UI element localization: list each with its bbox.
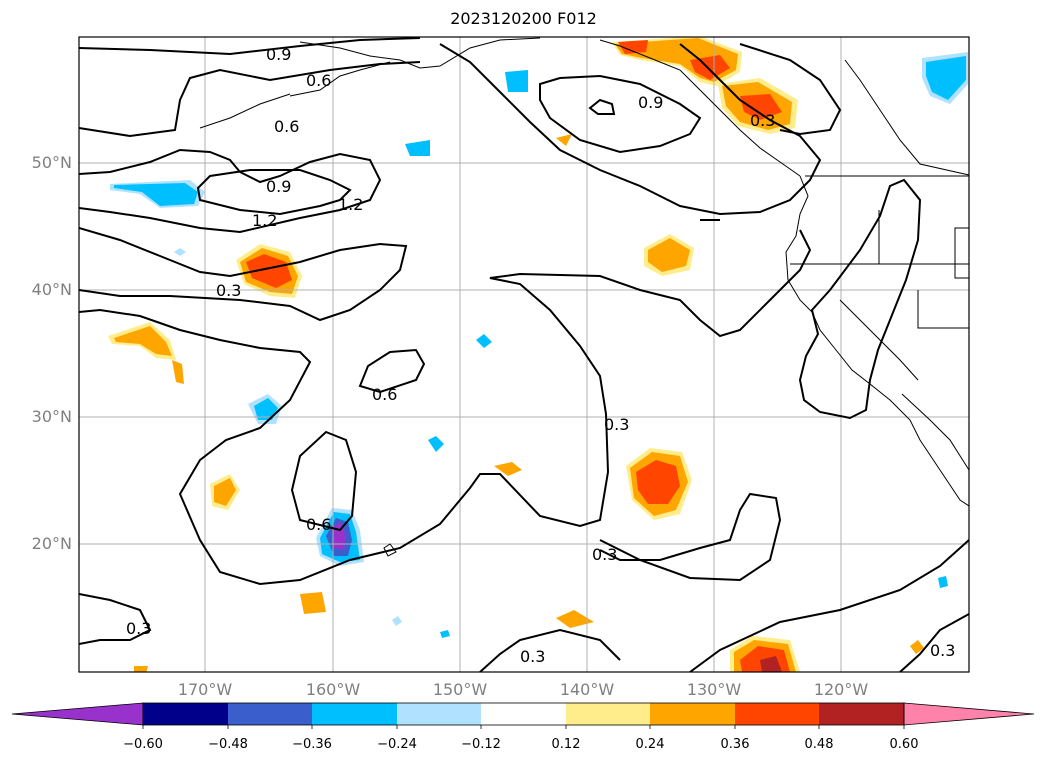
contour-label: 0.6 [372,385,397,404]
anomaly-fills [108,37,968,672]
fill-orange-small-2 [494,462,522,476]
colorbar-tick-label: −0.36 [292,737,332,752]
contour-label: 0.3 [126,619,151,638]
contour-label: 0.9 [266,45,291,64]
colorbar-swatch [566,703,650,725]
contour-label: 0.9 [638,93,663,112]
contour-label: 0.6 [306,515,331,534]
fill-40n-positive [236,244,302,298]
contour-label: 0.3 [604,415,629,434]
coastlines [199,37,969,557]
contour-label: 0.6 [274,117,299,136]
colorbar-swatch [735,703,819,725]
map-title: 2023120200 F012 [450,9,597,28]
contour-label: 0.3 [216,281,241,300]
fill-blue-small-8 [938,576,948,588]
lon-label-120w: 120°W [813,680,869,699]
lon-label-140w: 140°W [559,680,615,699]
lat-label-30n: 30°N [31,407,72,426]
colorbar-tick-label: 0.12 [551,737,581,752]
colorbar-swatch [228,703,312,725]
contours [79,37,969,672]
fill-blue-small-4 [476,334,492,348]
contour-label: 0.3 [930,641,955,660]
contour-label: 0.6 [306,71,331,90]
map-frame [78,36,970,673]
gridlines [79,37,969,672]
colorbar-tick-label: −0.24 [377,737,417,752]
fill-mid-positive [644,234,694,276]
colorbar-swatch [650,703,735,725]
fill-orange-small-5 [910,640,924,654]
lon-label-160w: 160°W [305,680,361,699]
lon-label-170w: 170°W [177,680,233,699]
fill-blue-small-1 [505,70,528,92]
fill-alaska-positive [612,37,798,134]
fill-blue-small-5 [174,248,186,256]
fill-blue-small-3 [428,436,444,452]
fill-south-positive [730,636,800,672]
fill-bc-negative [922,52,968,104]
colorbar-tick-label: 0.36 [720,737,750,752]
contour-label: 0.9 [266,177,291,196]
colorbar-swatch [481,703,566,725]
lon-label-150w: 150°W [432,680,488,699]
fill-23n-positive-inner [214,478,236,506]
fill-blue-small-6 [392,616,402,626]
fill-36n-positive [108,322,184,384]
colorbar-swatch [312,703,397,725]
colorbar-swatch [397,703,481,725]
lat-label-20n: 20°N [31,534,72,553]
colorbar-tick-label: −0.48 [208,737,248,752]
colorbar-tick-label: −0.60 [123,737,163,752]
contour-label: 0.3 [750,111,775,130]
colorbar-tick-label: −0.12 [461,737,501,752]
fill-orange-small-3 [300,592,326,614]
lat-label-50n: 50°N [31,153,72,172]
fill-orange-small-1 [556,134,572,146]
fill-blue-small-7 [440,630,450,638]
colorbar-tick-label: 0.60 [889,737,919,752]
colorbar-tick-label: 0.24 [635,737,665,752]
colorbar-tick-label: 0.48 [804,737,834,752]
fill-hawaii-negative [316,508,364,566]
fill-orange-small-4 [556,610,594,628]
colorbar-swatch [819,703,904,725]
colorbar [11,702,1035,729]
contour-label: 1.2 [252,211,277,230]
contour-label: 1.2 [338,195,363,214]
fill-30n-negative-inner [254,398,278,420]
contour-labels: 0.9 0.6 0.6 0.9 1.2 1.2 0.3 0.9 0.3 0.6 … [126,45,955,666]
colorbar-swatch [143,703,228,725]
fill-west-negative [110,180,205,208]
colorbar-ticks [142,725,905,729]
contour-label: 0.3 [592,545,617,564]
lon-label-130w: 130°W [686,680,742,699]
colorbar-frame [142,702,905,726]
contour-label: 0.3 [520,647,545,666]
fill-orange-small-6 [134,666,148,672]
colorbar-max-arrow [903,702,1035,726]
colorbar-min-arrow [11,702,144,726]
fill-25n-positive [626,448,692,520]
lat-label-40n: 40°N [31,280,72,299]
fill-blue-small-2 [405,140,430,156]
